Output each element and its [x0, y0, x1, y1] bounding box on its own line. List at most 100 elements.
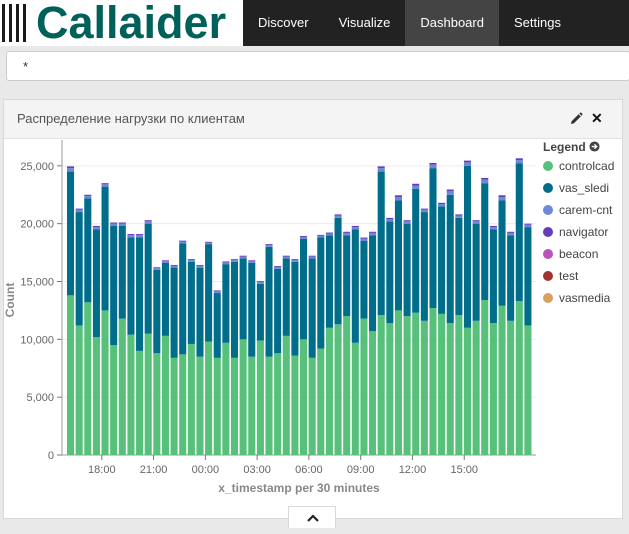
bar-carem-cnt [136, 235, 144, 238]
legend-label: controlcad [559, 159, 615, 173]
bar-vas-sledi [222, 264, 230, 343]
bar-vas-sledi [282, 258, 290, 336]
bar-carem-cnt [239, 256, 247, 259]
bar-controlcad [274, 353, 282, 455]
y-tick-label: 10,000 [20, 334, 54, 346]
panel-header: Распределение нагрузки по клиентам ✕ [4, 100, 622, 139]
legend-item-navigator[interactable]: navigator [543, 221, 629, 243]
bar-navigator [412, 183, 420, 186]
pencil-icon[interactable] [569, 112, 583, 126]
bar-carem-cnt [394, 197, 403, 201]
bar-controlcad [489, 323, 497, 455]
y-tick-label: 5,000 [26, 392, 54, 404]
bar-carem-cnt [308, 256, 316, 259]
legend-label: navigator [559, 225, 609, 239]
nav-settings[interactable]: Settings [513, 15, 561, 30]
bar-vas-sledi [386, 221, 394, 324]
bar-controlcad [507, 320, 515, 455]
bar-carem-cnt [369, 232, 377, 236]
bar-controlcad [472, 320, 480, 455]
bar-carem-cnt [222, 262, 230, 265]
bar-controlcad [386, 323, 394, 455]
legend-toggle[interactable]: Legend [543, 139, 629, 155]
bar-controlcad [394, 310, 403, 455]
bar-controlcad [170, 357, 178, 455]
bar-navigator [118, 222, 126, 224]
bar-navigator [334, 214, 342, 216]
legend-item-vasmedia[interactable]: vasmedia [543, 287, 629, 309]
bar-controlcad [429, 308, 437, 455]
bar-vas-sledi [334, 217, 342, 325]
bar-controlcad [256, 340, 264, 455]
bar-vas-sledi [291, 261, 299, 356]
bar-navigator [438, 202, 446, 204]
bar-controlcad [101, 310, 109, 455]
bar-carem-cnt [463, 162, 472, 166]
bar-vas-sledi [144, 223, 152, 334]
bar-vas-sledi [239, 258, 247, 340]
bar-carem-cnt [118, 223, 126, 226]
bar-carem-cnt [127, 235, 135, 238]
legend-label: beacon [559, 247, 599, 261]
bar-navigator [386, 217, 394, 220]
bar-navigator [429, 162, 437, 165]
bar-vas-sledi [455, 217, 463, 316]
x-axis-title: x_timestamp per 30 minutes [218, 481, 380, 495]
legend-item-beacon[interactable]: beacon [543, 243, 629, 265]
bar-vas-sledi [463, 165, 472, 328]
x-tick-label: 03:00 [243, 464, 271, 476]
legend-item-vas-sledi[interactable]: vas_sledi [543, 177, 629, 199]
y-axis-title: Count [3, 283, 17, 318]
bar-navigator [481, 177, 489, 180]
app-logo[interactable]: Callaider [0, 0, 243, 48]
legend-item-carem-cnt[interactable]: carem-cnt [543, 199, 629, 221]
bar-vas-sledi [153, 269, 161, 354]
legend-item-controlcad[interactable]: controlcad [543, 155, 629, 177]
bar-vas-sledi [101, 186, 109, 311]
x-tick-label: 09:00 [347, 464, 375, 476]
nav-discover[interactable]: Discover [258, 15, 309, 30]
legend-label: vas_sledi [559, 181, 610, 195]
close-icon[interactable]: ✕ [591, 110, 603, 126]
bar-controlcad [446, 323, 454, 455]
collapse-panel-button[interactable] [288, 506, 336, 528]
nav-visualize[interactable]: Visualize [338, 15, 391, 30]
bar-carem-cnt [170, 265, 178, 268]
bar-carem-cnt [334, 215, 342, 218]
bar-carem-cnt [265, 245, 273, 247]
legend-dot [543, 205, 553, 215]
bar-controlcad [291, 355, 299, 455]
bar-navigator [127, 234, 135, 236]
bar-navigator [291, 259, 299, 261]
bar-navigator [265, 244, 273, 246]
bar-navigator [403, 220, 411, 222]
bar-controlcad [161, 335, 170, 455]
bar-carem-cnt [360, 238, 368, 242]
bar-navigator [239, 255, 247, 257]
legend-item-test[interactable]: test [543, 265, 629, 287]
nav-dashboard[interactable]: Dashboard [405, 0, 499, 46]
bar-carem-cnt [386, 219, 394, 222]
bar-controlcad [343, 316, 351, 455]
bar-vas-sledi [187, 261, 195, 344]
bar-navigator [507, 231, 515, 233]
logo-stripes-icon [2, 4, 26, 42]
bar-carem-cnt [351, 227, 359, 230]
bar-vas-sledi [230, 261, 239, 358]
y-tick-label: 20,000 [20, 219, 54, 231]
bar-navigator [524, 223, 532, 225]
bar-navigator [420, 208, 428, 210]
search-input[interactable] [6, 51, 629, 81]
legend-dot [543, 293, 553, 303]
x-tick-label: 12:00 [399, 464, 427, 476]
bar-navigator [343, 231, 351, 233]
bar-controlcad [144, 333, 152, 455]
bar-navigator [515, 158, 523, 161]
bar-vas-sledi [256, 283, 264, 341]
bar-controlcad [412, 312, 420, 455]
bar-vas-sledi [317, 237, 325, 349]
bar-carem-cnt [524, 224, 532, 228]
bar-controlcad [127, 334, 135, 455]
legend-label: test [559, 269, 579, 283]
bar-carem-cnt [446, 191, 454, 195]
